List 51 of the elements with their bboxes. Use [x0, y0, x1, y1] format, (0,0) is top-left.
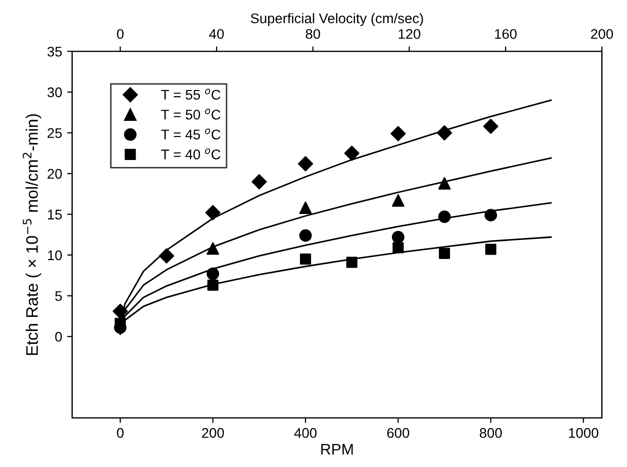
point: [206, 268, 220, 280]
legend-label: T = 40 $^{o}$C: [161, 148, 220, 160]
x-axis-title: RPM: [321, 444, 353, 454]
point: [392, 242, 404, 254]
point: [299, 202, 312, 214]
point: [438, 210, 451, 223]
x2-tick-label: 120: [398, 29, 420, 39]
y-tick-label: 30: [47, 87, 62, 98]
x2-tick-label: 160: [495, 29, 517, 39]
x-tick-label: 1000: [569, 428, 598, 438]
x-tick-label: 0: [116, 428, 124, 438]
x2-tick-label: 0: [116, 29, 124, 39]
y-tick-label: 25: [48, 128, 62, 138]
point: [436, 125, 452, 140]
point: [112, 304, 128, 319]
y-tick-label: 10: [48, 250, 62, 260]
legend-label: T = 45 $^{o}$C: [161, 128, 220, 140]
point: [205, 205, 220, 220]
point: [392, 194, 404, 207]
y-tick-label: 5: [55, 291, 62, 301]
point: [344, 146, 360, 161]
x-tick-label: 800: [480, 428, 502, 438]
point: [298, 156, 314, 172]
point: [206, 242, 220, 255]
point: [207, 280, 218, 291]
point: [390, 126, 406, 142]
point: [392, 230, 404, 244]
point: [300, 254, 312, 265]
point: [484, 208, 498, 222]
legend-label: T = 50 $^{o}$C: [161, 108, 220, 120]
y-tick-label: 15: [48, 210, 62, 220]
x-tick-label: 400: [294, 428, 317, 438]
point: [483, 118, 498, 134]
x2-tick-label: 200: [591, 29, 613, 39]
point: [299, 229, 312, 242]
y-tick-label: 0: [55, 332, 62, 342]
point: [159, 248, 174, 264]
y-tick-label: 20: [48, 168, 62, 179]
point: [346, 256, 358, 268]
point: [485, 244, 496, 255]
x-tick-label: 200: [202, 428, 224, 438]
y-tick-label: 35: [47, 46, 62, 57]
point: [438, 248, 450, 259]
x2-tick-label: 80: [306, 29, 320, 39]
legend-label: T = 55 $^{o}$C: [161, 88, 220, 100]
x2-axis-title: Superficial Velocity (cm/sec): [250, 13, 423, 26]
point: [438, 177, 451, 190]
y-axis-title: Etch Rate ( × 10$^{−5}$ mol/cm$^{2}$-min): [22, 114, 42, 355]
x2-tick-label: 40: [209, 29, 224, 39]
x-tick-label: 600: [387, 428, 410, 438]
point: [252, 174, 267, 190]
